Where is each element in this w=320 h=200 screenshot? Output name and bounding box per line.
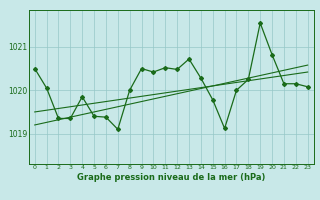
X-axis label: Graphe pression niveau de la mer (hPa): Graphe pression niveau de la mer (hPa) [77,173,265,182]
